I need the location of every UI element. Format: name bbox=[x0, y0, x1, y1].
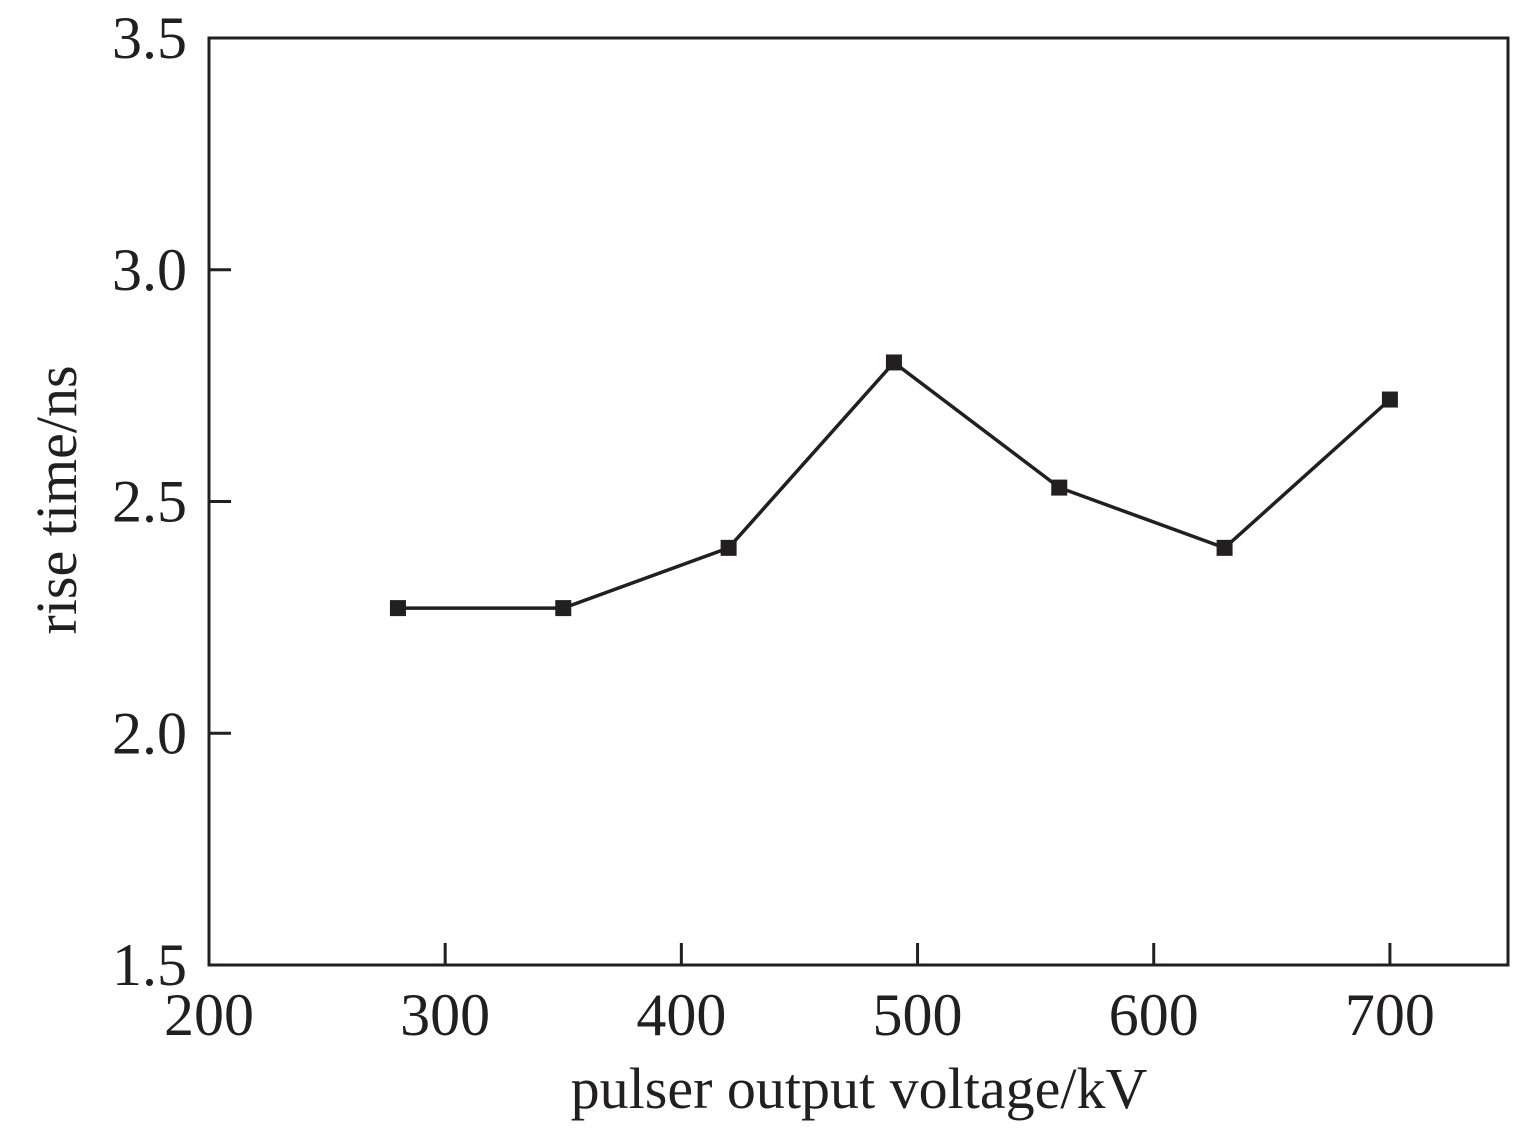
y-axis-label: rise time/ns bbox=[24, 365, 89, 634]
y-tick-label-3.5: 3.5 bbox=[112, 5, 187, 71]
plot-frame bbox=[207, 36, 1510, 967]
x-tick-label-700: 700 bbox=[1345, 982, 1435, 1048]
tick-labels: 200 300 400 500 600 700 1.5 2.0 2.5 3.0 3.5 bbox=[112, 5, 1435, 1048]
axis-ticks bbox=[209, 268, 1392, 965]
data-point-280 bbox=[389, 600, 406, 617]
x-tick-label-300: 300 bbox=[400, 982, 490, 1048]
x-tick-label-500: 500 bbox=[873, 982, 963, 1048]
x-tick-label-600: 600 bbox=[1109, 982, 1199, 1048]
data-point-490 bbox=[885, 354, 902, 371]
data-point-350 bbox=[555, 600, 572, 617]
x-tick-label-200: 200 bbox=[164, 982, 254, 1048]
x-axis-label: pulser output voltage/kV bbox=[571, 1056, 1148, 1121]
series-layer bbox=[389, 354, 1398, 617]
y-tick-label-1.5: 1.5 bbox=[112, 932, 187, 998]
data-point-420 bbox=[720, 539, 737, 556]
data-point-560 bbox=[1051, 479, 1068, 496]
data-point-630 bbox=[1216, 539, 1233, 556]
data-point-700 bbox=[1381, 391, 1398, 408]
y-tick-label-2.5: 2.5 bbox=[112, 469, 187, 535]
x-tick-label-400: 400 bbox=[636, 982, 726, 1048]
y-tick-label-2.0: 2.0 bbox=[112, 700, 187, 766]
series-line-0 bbox=[397, 360, 1392, 610]
y-tick-label-3.0: 3.0 bbox=[112, 237, 187, 303]
